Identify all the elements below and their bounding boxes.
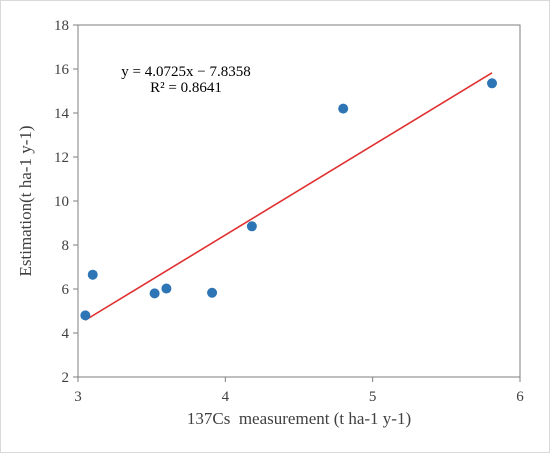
x-tick-label: 5 [369,389,377,405]
data-point [487,78,498,89]
trendline-layer [84,72,493,321]
tick-labels: 2 4 6 8 10 12 14 16 18 3 4 5 6 [54,18,524,405]
data-point [87,269,98,280]
tick-marks [73,24,521,382]
data-point [338,103,349,114]
data-point [246,221,257,232]
trendline-equation: y = 4.0725x − 7.8358 [121,64,250,80]
x-tick-label: 6 [516,389,524,405]
y-axis-title: Estimation(t ha-1 y-1) [16,125,35,276]
data-points [80,78,498,321]
y-tick-label: 8 [62,238,70,254]
y-tick-label: 2 [62,370,70,386]
y-tick-label: 14 [54,106,70,122]
x-axis-title: 137Cs measurement (t ha-1 y-1) [187,409,411,428]
y-tick-label: 12 [54,150,69,166]
y-tick-label: 6 [62,282,70,298]
y-tick-label: 4 [62,326,70,342]
y-tick-label: 10 [54,194,69,210]
data-point [80,310,91,321]
data-point [207,287,218,298]
x-tick-label: 4 [222,389,230,405]
data-point [161,283,172,294]
y-tick-label: 18 [54,18,69,34]
data-point [149,288,160,299]
y-tick-label: 16 [54,62,70,78]
r-squared-label: R² = 0.8641 [150,80,222,96]
x-tick-label: 3 [74,389,82,405]
trendline [84,72,493,321]
